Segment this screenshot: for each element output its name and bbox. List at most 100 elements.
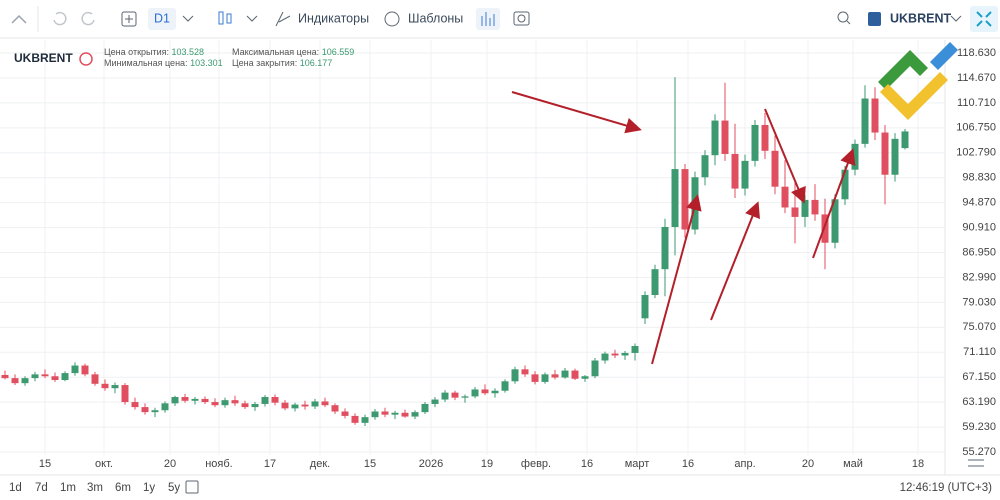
templates-button[interactable]: Шаблоны	[408, 11, 463, 25]
add-button[interactable]	[121, 11, 137, 27]
add-icon	[125, 15, 133, 23]
search-button[interactable]	[837, 11, 849, 23]
y-tick-label: 71.110	[963, 346, 996, 358]
candle-body	[21, 378, 29, 384]
x-tick-label: окт.	[95, 458, 113, 470]
candle-body	[651, 269, 659, 296]
candle-body	[461, 396, 469, 398]
candle-body	[431, 399, 439, 404]
candle-body	[511, 369, 519, 382]
candle-body	[831, 199, 839, 243]
candle-body	[111, 385, 119, 389]
range-button[interactable]: 5y	[168, 482, 180, 494]
y-tick-label: 82.990	[962, 271, 996, 283]
candle-body	[91, 374, 99, 384]
candle-body	[641, 295, 649, 319]
candle-body	[71, 365, 79, 374]
candle-body	[561, 370, 569, 378]
undo-button[interactable]	[53, 11, 67, 26]
open-title: Цена открытия:	[104, 47, 169, 57]
x-tick-label: дек.	[310, 458, 330, 470]
candle-body	[41, 374, 49, 377]
redo-button[interactable]	[81, 11, 95, 26]
range-button[interactable]: 1m	[60, 482, 76, 494]
candle-body	[411, 412, 419, 417]
y-tick-label: 94.870	[962, 197, 996, 209]
x-tick-label: 16	[682, 458, 694, 470]
candle-body	[721, 120, 729, 154]
range-button[interactable]: 3m	[87, 482, 103, 494]
x-tick-label: 16	[581, 458, 593, 470]
x-tick-label: 20	[802, 458, 814, 470]
y-tick-label: 86.950	[962, 246, 996, 258]
y-tick-label: 55.270	[962, 446, 996, 458]
range-button[interactable]: 7d	[35, 482, 48, 494]
candle-body	[211, 402, 219, 406]
range-button[interactable]: 1y	[143, 482, 155, 494]
candle-body	[851, 143, 859, 170]
x-tick-label: февр.	[521, 458, 551, 470]
y-tick-label: 114.670	[957, 72, 996, 84]
brand-logo	[878, 42, 958, 120]
low-value: 103.301	[190, 58, 223, 68]
interval-button[interactable]	[148, 8, 176, 30]
collapse-button[interactable]	[11, 14, 27, 24]
y-tick-label: 75.070	[962, 321, 996, 333]
arrow	[511, 91, 642, 134]
candle-body	[321, 401, 329, 406]
range-button[interactable]: 6m	[115, 482, 131, 494]
candle-body	[231, 400, 239, 404]
x-tick-label: 18	[912, 458, 924, 470]
calendar-button[interactable]	[185, 480, 199, 494]
volume-icon	[481, 12, 495, 26]
candle-body	[161, 403, 169, 411]
candle-body	[811, 199, 819, 215]
candle-body	[521, 369, 529, 375]
arrow	[651, 194, 702, 365]
x-tick-label: нояб.	[205, 458, 233, 470]
settings-icon[interactable]	[968, 459, 984, 467]
x-tick-label: май	[843, 458, 863, 470]
annotation-arrows	[511, 91, 856, 365]
open-label: Цена открытия: 103.528	[104, 47, 204, 57]
candle-body	[281, 402, 289, 409]
candle-body	[341, 411, 349, 416]
y-tick-label: 79.030	[962, 296, 996, 308]
close-value: 106.177	[300, 58, 333, 68]
candle-body	[781, 186, 789, 208]
candle-body	[381, 411, 389, 415]
x-tick-label: 19	[481, 458, 493, 470]
candle-body	[541, 374, 549, 382]
candle-body	[501, 381, 509, 391]
candle-body	[171, 397, 179, 404]
candle-body	[491, 390, 499, 394]
candle-body	[451, 392, 459, 398]
candle-body	[151, 410, 159, 413]
open-value: 103.528	[172, 47, 205, 57]
candle-body	[801, 199, 809, 217]
interval-dropdown[interactable]	[182, 15, 194, 22]
candle-type-icon[interactable]	[218, 11, 224, 25]
candle-body	[441, 392, 449, 400]
screenshot-button[interactable]	[513, 11, 530, 26]
candle-body	[481, 389, 489, 394]
candle-body	[141, 407, 149, 413]
symbol-dropdown[interactable]	[950, 15, 962, 22]
candle-type-icon	[226, 13, 232, 24]
symbol-button[interactable]: UKBRENT	[890, 11, 951, 25]
fullscreen-button[interactable]	[970, 6, 998, 32]
y-tick-label: 102.790	[956, 147, 996, 159]
x-tick-label: 15	[39, 458, 51, 470]
range-button[interactable]: 1d	[9, 482, 22, 494]
volume-button[interactable]	[476, 8, 500, 30]
candle-body	[681, 169, 689, 230]
candle-body	[371, 411, 379, 418]
x-tick-label: 20	[164, 458, 176, 470]
indicators-button[interactable]: Индикаторы	[298, 11, 369, 25]
type-dropdown[interactable]	[246, 15, 258, 22]
candle-body	[11, 378, 19, 384]
high-title: Максимальная цена:	[232, 47, 319, 57]
candle-body	[181, 397, 189, 401]
y-tick-label: 67.150	[962, 371, 996, 383]
